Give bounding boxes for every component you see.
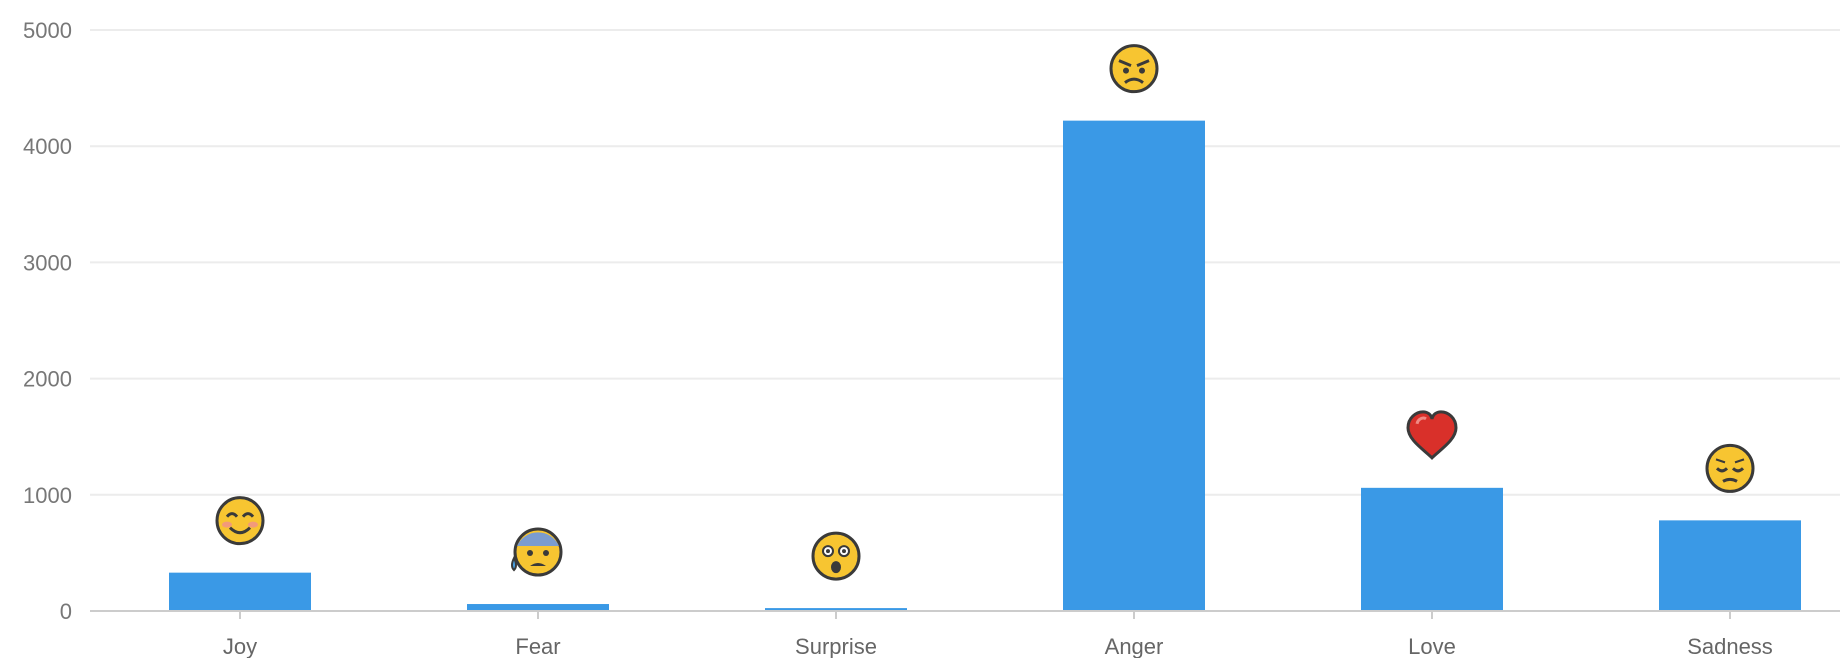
face-shape bbox=[215, 496, 265, 546]
mouth bbox=[1722, 477, 1738, 483]
eye bbox=[527, 550, 533, 557]
eye bbox=[1139, 67, 1145, 74]
bars bbox=[169, 120, 1801, 612]
cheek bbox=[222, 521, 232, 528]
angry-face-icon bbox=[1109, 44, 1159, 94]
bar-anger bbox=[1063, 120, 1205, 612]
x-axis-labels: Joy Fear Surprise Anger Love Sadness bbox=[223, 611, 1773, 658]
bar-joy bbox=[169, 572, 311, 611]
y-tick-label: 4000 bbox=[23, 134, 72, 159]
brow bbox=[1715, 458, 1726, 464]
brow bbox=[1118, 59, 1132, 68]
x-tick-label: Sadness bbox=[1687, 634, 1773, 658]
face-shape bbox=[811, 531, 861, 581]
bar-fear bbox=[467, 604, 609, 611]
smiling-face-icon bbox=[215, 496, 265, 546]
anxious-sweat-face-icon bbox=[511, 527, 563, 577]
cheek bbox=[248, 521, 258, 528]
mouth bbox=[530, 563, 546, 567]
x-tick-label: Love bbox=[1408, 634, 1456, 658]
heart-shine bbox=[1415, 416, 1427, 425]
bar-sadness bbox=[1659, 520, 1801, 611]
eye bbox=[241, 512, 255, 518]
x-tick-label: Joy bbox=[223, 634, 257, 658]
mouth bbox=[831, 561, 841, 574]
pupil bbox=[842, 549, 846, 554]
face-shape bbox=[1109, 44, 1159, 94]
eye bbox=[225, 512, 239, 518]
blue-forehead bbox=[517, 532, 559, 547]
pensive-face-icon bbox=[1705, 443, 1755, 493]
face-shape bbox=[1705, 443, 1755, 493]
brow bbox=[1734, 458, 1745, 464]
eye bbox=[543, 550, 549, 557]
y-tick-label: 0 bbox=[60, 599, 72, 624]
x-tick-label: Surprise bbox=[795, 634, 877, 658]
y-tick-label: 1000 bbox=[23, 483, 72, 508]
brow bbox=[1136, 59, 1150, 68]
red-heart-icon bbox=[1406, 410, 1458, 460]
sweat-drop bbox=[511, 555, 517, 572]
emoji-icons bbox=[215, 44, 1755, 581]
x-tick-label: Anger bbox=[1105, 634, 1164, 658]
mouth bbox=[228, 526, 252, 535]
y-axis-ticks: 0 1000 2000 3000 4000 5000 bbox=[23, 18, 72, 624]
eye bbox=[1731, 467, 1745, 473]
y-tick-label: 3000 bbox=[23, 250, 72, 275]
astonished-face-icon bbox=[811, 531, 861, 581]
eye bbox=[1715, 467, 1729, 473]
eye bbox=[1123, 67, 1129, 74]
y-tick-label: 2000 bbox=[23, 367, 72, 392]
heart-shape bbox=[1406, 410, 1458, 460]
pupil bbox=[826, 549, 830, 554]
bar-love bbox=[1361, 487, 1503, 611]
gridlines bbox=[90, 29, 1840, 496]
mouth bbox=[1124, 77, 1144, 84]
bar-surprise bbox=[765, 608, 907, 611]
y-tick-label: 5000 bbox=[23, 18, 72, 43]
x-tick-label: Fear bbox=[515, 634, 560, 658]
